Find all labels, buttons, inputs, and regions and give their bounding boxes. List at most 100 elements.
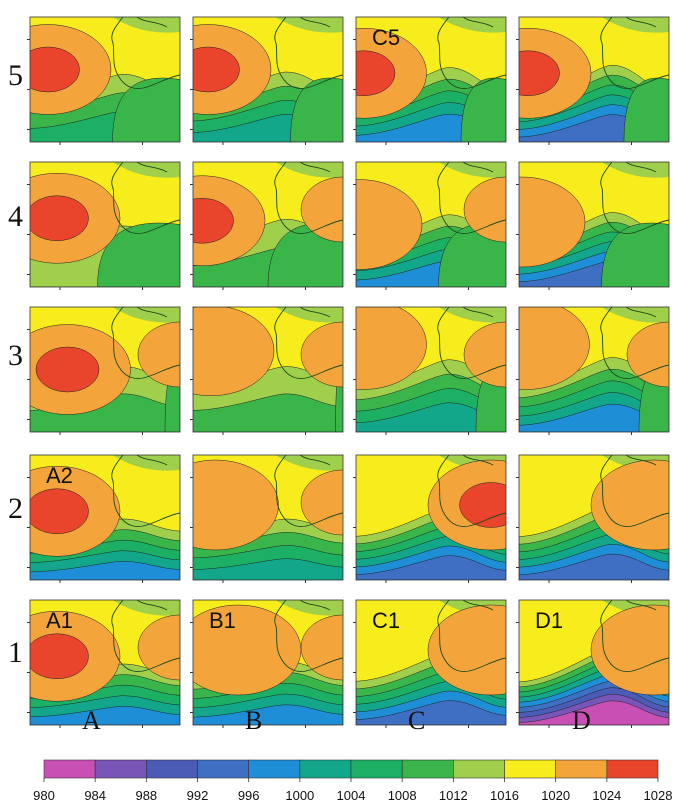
isobar bbox=[137, 321, 180, 388]
colorbar-segment bbox=[146, 759, 198, 779]
pressure-band bbox=[601, 17, 669, 33]
row-label-1: 1 bbox=[8, 636, 23, 669]
pressure-band bbox=[112, 600, 180, 616]
colorbar-tick-label: 1004 bbox=[337, 788, 366, 803]
pressure-band bbox=[464, 177, 506, 242]
panel-frame bbox=[516, 306, 670, 435]
map-panel-c3 bbox=[356, 307, 506, 432]
pressure-band bbox=[301, 470, 343, 535]
column-label-a: A bbox=[82, 706, 101, 735]
isobar bbox=[427, 459, 506, 551]
coastline bbox=[625, 307, 657, 318]
isobar bbox=[519, 50, 560, 96]
isobar bbox=[193, 704, 343, 725]
map-panel-d3 bbox=[519, 307, 669, 432]
coastline bbox=[299, 455, 331, 466]
pressure-band bbox=[30, 706, 180, 725]
isobar bbox=[30, 633, 89, 679]
panel-frame bbox=[516, 161, 670, 290]
coastline bbox=[299, 600, 331, 611]
isobar bbox=[30, 550, 180, 580]
panel-frame bbox=[27, 161, 181, 290]
pressure-band bbox=[519, 307, 590, 390]
pressure-band bbox=[301, 322, 343, 387]
coastline bbox=[437, 17, 506, 89]
isobar bbox=[30, 611, 121, 702]
colorbar-segment bbox=[197, 759, 249, 779]
coastline bbox=[462, 455, 494, 466]
isobar bbox=[193, 459, 279, 551]
isobar bbox=[519, 28, 592, 119]
colorbar-tick-label: 980 bbox=[33, 788, 55, 803]
map-panel-b4 bbox=[193, 162, 343, 287]
isobar bbox=[519, 307, 590, 390]
pressure-band bbox=[193, 198, 234, 244]
isobar bbox=[356, 179, 423, 270]
coastline bbox=[111, 455, 180, 527]
isobar bbox=[356, 50, 396, 96]
coastline bbox=[136, 17, 168, 28]
colorbar-tick-label: 1028 bbox=[644, 788, 673, 803]
coastline bbox=[274, 307, 343, 379]
colorbar-tick-label: 996 bbox=[238, 788, 260, 803]
isobar bbox=[193, 545, 343, 580]
isobar bbox=[626, 321, 669, 388]
isobar bbox=[356, 700, 506, 725]
map-panel-a4 bbox=[30, 162, 180, 287]
coastline bbox=[625, 162, 657, 173]
panel-label-c1: C1 bbox=[372, 608, 400, 633]
pressure-band bbox=[356, 700, 506, 725]
isobar bbox=[30, 195, 89, 241]
isobar bbox=[519, 694, 669, 725]
isobar bbox=[193, 307, 275, 396]
pressure-band bbox=[275, 600, 343, 616]
pressure-band bbox=[193, 460, 279, 550]
coastline bbox=[111, 17, 180, 89]
panel-frame bbox=[27, 16, 181, 145]
colorbar-tick-label: 988 bbox=[135, 788, 157, 803]
isobar bbox=[519, 553, 669, 580]
pressure-band bbox=[193, 605, 301, 695]
pressure-band bbox=[30, 195, 89, 241]
row-labels: 5 4 3 2 1 bbox=[8, 59, 23, 669]
pressure-band bbox=[193, 704, 343, 725]
isobar bbox=[519, 176, 586, 268]
pressure-band bbox=[459, 482, 506, 528]
pressure-band bbox=[519, 404, 669, 432]
panel-frame bbox=[27, 454, 181, 583]
coastline bbox=[462, 600, 494, 611]
panel-frame bbox=[516, 599, 670, 728]
isobar bbox=[137, 614, 180, 681]
isobar bbox=[356, 28, 427, 119]
pressure-band bbox=[601, 162, 669, 178]
pressure-band bbox=[601, 223, 669, 287]
isobar bbox=[300, 469, 343, 536]
isobar bbox=[30, 706, 180, 725]
coastline bbox=[299, 162, 331, 173]
column-label-c: C bbox=[408, 706, 425, 735]
isobar bbox=[30, 173, 121, 264]
isobar bbox=[300, 176, 343, 243]
panel-frame bbox=[353, 161, 507, 290]
isobar bbox=[356, 545, 506, 580]
isobar bbox=[463, 321, 506, 388]
isobar bbox=[519, 700, 669, 725]
coastline bbox=[437, 307, 506, 379]
isobar bbox=[30, 46, 80, 93]
coastline bbox=[462, 17, 494, 28]
panel-grid: C5 A2 A1 B1 C1 D1 bbox=[27, 16, 670, 728]
isobar bbox=[30, 561, 180, 580]
pressure-band bbox=[438, 17, 506, 33]
coastline bbox=[136, 307, 168, 318]
pressure-band bbox=[193, 307, 274, 396]
isobar bbox=[300, 321, 343, 388]
isobar bbox=[193, 175, 266, 266]
coastline bbox=[600, 307, 669, 379]
colorbar-segment bbox=[350, 759, 403, 779]
pressure-band bbox=[464, 322, 506, 387]
panel-frame bbox=[353, 454, 507, 583]
panel-frame bbox=[190, 16, 344, 145]
pressure-band bbox=[275, 17, 343, 33]
coastline bbox=[437, 455, 506, 527]
panel-frame bbox=[27, 306, 181, 435]
